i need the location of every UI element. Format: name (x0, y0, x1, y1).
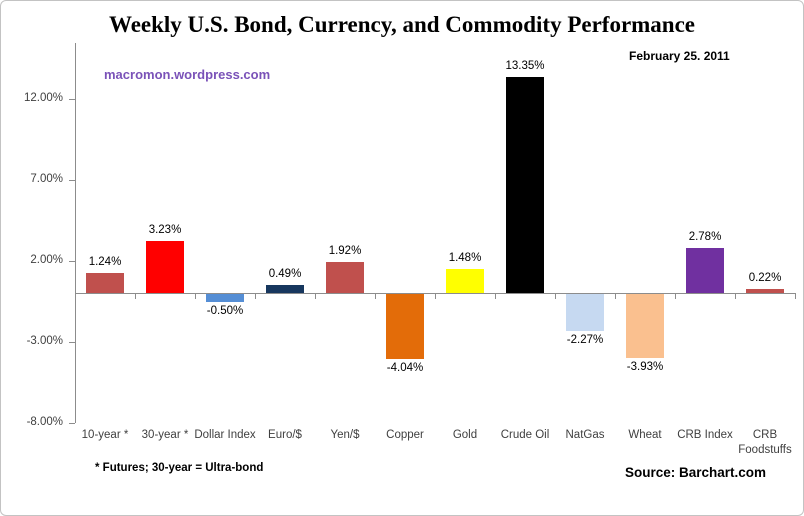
x-axis-tick (195, 294, 196, 299)
x-axis-line (75, 293, 796, 294)
x-axis-label: Crude Oil (500, 429, 550, 441)
footnote: * Futures; 30-year = Ultra-bond (95, 462, 264, 474)
bar (746, 289, 784, 293)
bar-value-label: 1.24% (88, 256, 122, 268)
bar-value-label: 2.78% (688, 231, 722, 243)
bar-value-label: 1.48% (448, 252, 482, 264)
x-axis-tick (675, 294, 676, 299)
bar-value-label: 1.92% (328, 245, 362, 257)
y-axis-tick-label: -8.00% (26, 416, 63, 428)
x-axis-label: CRB Index (677, 429, 733, 441)
y-axis-tick-label: -3.00% (26, 335, 63, 347)
bar (146, 241, 184, 293)
x-axis-tick (615, 294, 616, 299)
x-axis-tick (735, 294, 736, 299)
x-axis-tick (795, 294, 796, 299)
bar-value-label: 3.23% (148, 224, 182, 236)
bar-value-label: -4.04% (386, 362, 424, 374)
bar-value-label: -3.93% (626, 361, 664, 373)
bar-value-label: -0.50% (206, 305, 244, 317)
y-axis-tick-label: 12.00% (23, 92, 63, 104)
x-axis-label: Copper (386, 429, 424, 441)
bar (506, 77, 544, 293)
x-axis-label: Dollar Index (194, 429, 256, 441)
x-axis-tick (135, 294, 136, 299)
y-axis-tick (69, 99, 75, 100)
watermark-link[interactable]: macromon.wordpress.com (104, 67, 271, 82)
bar (446, 269, 484, 293)
source-label: Source: Barchart.com (625, 465, 767, 480)
x-axis-tick (555, 294, 556, 299)
x-axis-label: CRB Foodstuffs (738, 429, 792, 456)
x-axis-tick (375, 294, 376, 299)
x-axis-label: 30-year * (141, 429, 189, 441)
x-axis-label: NatGas (565, 429, 605, 441)
x-axis-label: Euro/$ (268, 429, 302, 441)
bar (86, 273, 124, 293)
bar-value-label: -2.27% (566, 334, 604, 346)
x-axis-tick (315, 294, 316, 299)
date-label: February 25. 2011 (629, 49, 730, 63)
x-axis-tick (75, 294, 76, 299)
chart-title: Weekly U.S. Bond, Currency, and Commodit… (108, 12, 696, 37)
y-axis-tick (69, 423, 75, 424)
y-axis-line (75, 43, 76, 423)
y-axis-tick (69, 261, 75, 262)
bar (386, 294, 424, 359)
bar (626, 294, 664, 358)
x-axis-label: Yen/$ (330, 429, 360, 441)
x-axis-tick (495, 294, 496, 299)
y-axis-tick (69, 342, 75, 343)
bar (206, 294, 244, 302)
x-axis-tick (435, 294, 436, 299)
bar (326, 262, 364, 293)
y-axis-tick (69, 180, 75, 181)
bar-value-label: 0.22% (748, 272, 782, 284)
bar (266, 285, 304, 293)
bar-value-label: 0.49% (268, 268, 302, 280)
bar (686, 248, 724, 293)
bar (566, 294, 604, 331)
x-axis-tick (255, 294, 256, 299)
x-axis-label: 10-year * (81, 429, 129, 441)
y-axis-tick-label: 2.00% (30, 254, 63, 266)
x-axis-label: Gold (452, 429, 478, 441)
x-axis-label: Wheat (628, 429, 662, 441)
bar-value-label: 13.35% (505, 60, 545, 72)
y-axis-tick-label: 7.00% (30, 173, 63, 185)
